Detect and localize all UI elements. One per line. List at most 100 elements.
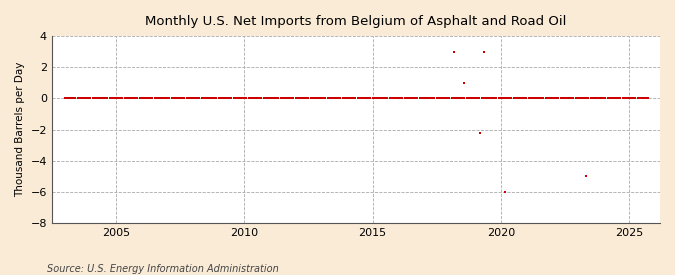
Point (263, 96, 273, 101)
Point (558, 96, 568, 101)
Point (536, 96, 547, 101)
Point (393, 96, 404, 101)
Point (331, 96, 342, 101)
Point (325, 96, 335, 101)
Point (549, 96, 560, 101)
Point (378, 96, 389, 101)
Point (179, 96, 190, 101)
Point (258, 96, 269, 101)
Point (566, 96, 576, 101)
Point (275, 96, 286, 101)
Point (173, 96, 184, 101)
Point (354, 96, 365, 101)
Point (338, 96, 348, 101)
Point (74, 96, 85, 101)
Point (489, 96, 500, 101)
Point (556, 96, 566, 101)
Point (594, 96, 605, 101)
Point (538, 96, 549, 101)
Point (459, 81, 470, 85)
Point (230, 96, 241, 101)
Point (109, 96, 119, 101)
Point (485, 96, 495, 101)
Point (307, 96, 318, 101)
Point (89, 96, 100, 101)
Point (70, 96, 81, 101)
Point (457, 96, 468, 101)
Point (479, 96, 489, 101)
Point (252, 96, 263, 101)
Point (423, 96, 433, 101)
Point (609, 96, 620, 101)
Point (117, 96, 128, 101)
Point (587, 96, 598, 101)
Point (327, 96, 338, 101)
Point (514, 96, 525, 101)
Point (583, 96, 594, 101)
Point (155, 96, 166, 101)
Point (171, 96, 182, 101)
Point (466, 96, 477, 101)
Point (497, 96, 508, 101)
Point (222, 96, 233, 101)
Point (433, 96, 444, 101)
Point (410, 96, 421, 101)
Point (284, 96, 294, 101)
Point (254, 96, 265, 101)
Point (128, 96, 138, 101)
Point (437, 96, 448, 101)
Point (412, 96, 423, 101)
Point (521, 96, 532, 101)
Point (472, 96, 483, 101)
Point (617, 96, 628, 101)
Point (136, 96, 147, 101)
Point (147, 96, 158, 101)
Point (184, 96, 194, 101)
Point (181, 96, 192, 101)
Point (301, 96, 312, 101)
Point (290, 96, 301, 101)
Point (96, 96, 107, 101)
Point (461, 96, 472, 101)
Point (226, 96, 237, 101)
Point (205, 96, 215, 101)
Point (130, 96, 140, 101)
Point (598, 96, 609, 101)
Point (98, 96, 109, 101)
Point (309, 96, 320, 101)
Point (333, 96, 344, 101)
Point (279, 96, 290, 101)
Point (245, 96, 256, 101)
Point (491, 96, 502, 101)
Point (530, 96, 541, 101)
Point (160, 96, 171, 101)
Point (568, 96, 579, 101)
Point (389, 96, 400, 101)
Point (506, 96, 517, 101)
Point (149, 96, 160, 101)
Point (335, 96, 346, 101)
Point (455, 96, 466, 101)
Point (547, 96, 558, 101)
Point (397, 96, 408, 101)
Point (215, 96, 226, 101)
Point (126, 96, 136, 101)
Point (188, 96, 198, 101)
Point (414, 96, 425, 101)
Point (294, 96, 305, 101)
Point (107, 96, 117, 101)
Point (237, 96, 248, 101)
Point (202, 96, 213, 101)
Point (404, 96, 414, 101)
Point (132, 96, 143, 101)
Point (500, 190, 511, 194)
Point (356, 96, 367, 101)
Point (504, 96, 515, 101)
Point (91, 96, 102, 101)
Point (186, 96, 196, 101)
Point (604, 96, 615, 101)
Point (153, 96, 164, 101)
Point (468, 96, 479, 101)
Point (479, 50, 489, 54)
Point (453, 96, 464, 101)
